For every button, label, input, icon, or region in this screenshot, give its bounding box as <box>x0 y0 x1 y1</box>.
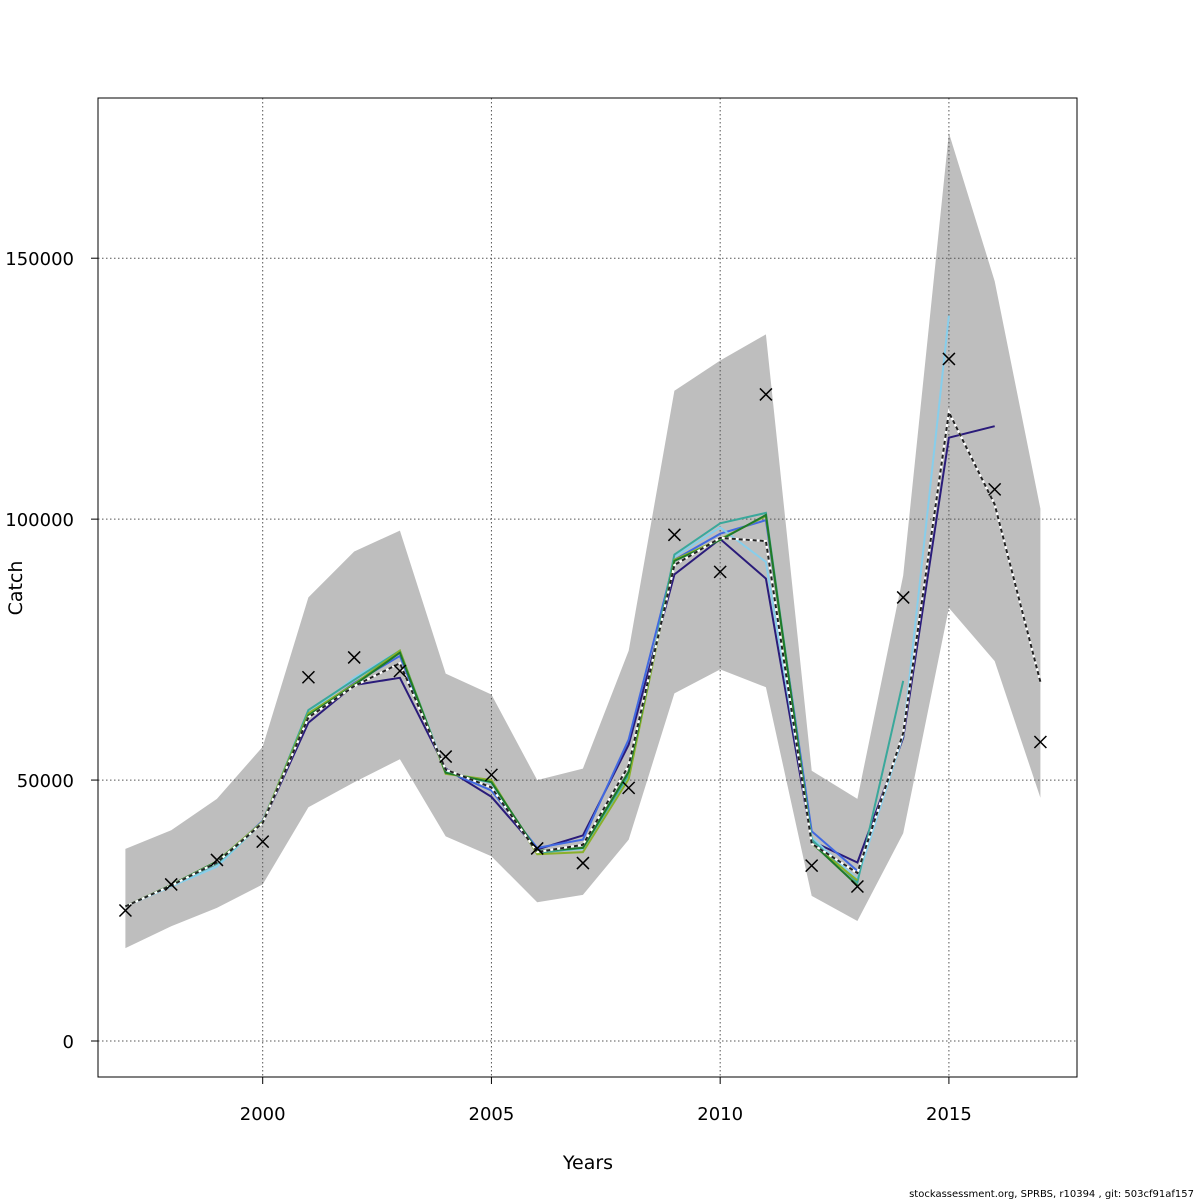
x-tick-label: 2015 <box>926 1104 972 1125</box>
confidence-band <box>125 133 1041 949</box>
x-axis-title: Years <box>562 1152 613 1174</box>
plot-frame <box>97 97 1078 1078</box>
observed-point <box>805 859 819 873</box>
observed-point <box>484 768 498 782</box>
observed-point <box>301 670 315 684</box>
observed-point <box>256 835 270 849</box>
observed-point <box>530 841 544 855</box>
observed-point <box>118 903 132 918</box>
observed-point <box>439 750 453 764</box>
y-tick-label: 0 <box>63 1032 74 1053</box>
observed-point <box>1033 735 1047 749</box>
series-layer <box>124 315 1042 908</box>
observed-point <box>576 856 590 870</box>
observed-point <box>667 528 681 542</box>
observed-point <box>164 877 178 891</box>
observed-point <box>988 482 1002 496</box>
observed-point <box>850 879 864 894</box>
observed-point <box>713 565 727 579</box>
x-tick-label: 2000 <box>240 1104 286 1125</box>
y-axis-title: Catch <box>5 561 27 616</box>
observed-point <box>896 590 910 604</box>
observed-point <box>759 387 773 401</box>
x-tick-label: 2005 <box>469 1104 515 1125</box>
observed-point <box>622 781 636 795</box>
confidence-band-layer <box>125 133 1041 949</box>
observed-point <box>942 352 956 366</box>
observed-point <box>347 650 361 664</box>
observed-points-layer <box>118 352 1047 918</box>
observed-point <box>393 664 407 678</box>
y-tick-label: 50000 <box>17 771 74 792</box>
y-tick-label: 150000 <box>5 249 74 270</box>
y-tick-label: 100000 <box>5 510 74 531</box>
x-tick-label: 2010 <box>697 1104 743 1125</box>
estimate-line <box>124 408 1042 908</box>
axis-ticks-layer: 2000 2005 2010 2015 0 50000 100000 150000 <box>5 249 972 1125</box>
grid-layer <box>98 98 1077 1077</box>
footer-credit: stockassessment.org, SPRBS, r10394 , git… <box>909 1189 1194 1200</box>
observed-point <box>210 853 224 867</box>
